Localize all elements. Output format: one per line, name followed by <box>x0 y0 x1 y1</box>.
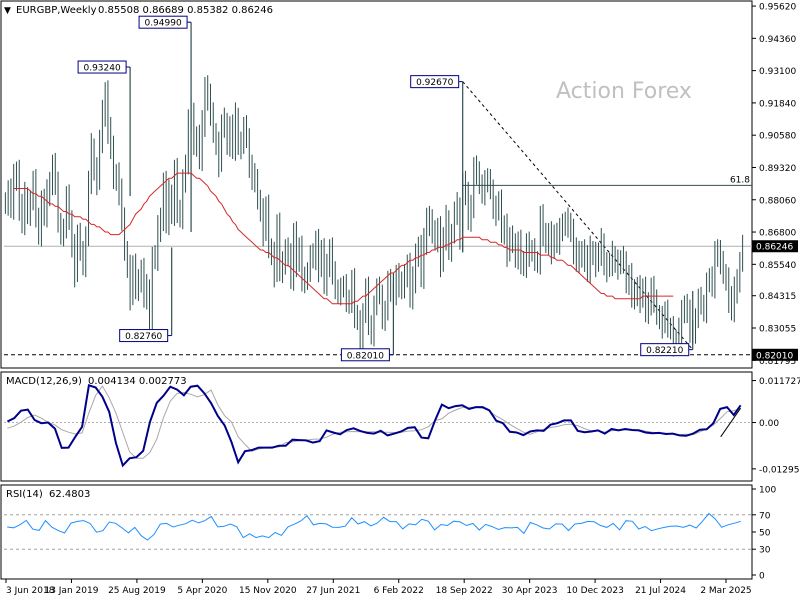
current-price-label: 0.86246 <box>756 243 793 253</box>
price-axis-label: 0.85540 <box>759 261 796 271</box>
x-axis-label: 25 Aug 2019 <box>108 586 166 596</box>
rsi-title: RSI(14) <box>6 489 43 500</box>
macd-trendline <box>720 407 742 438</box>
rsi-header-value: 62.4803 <box>49 489 90 500</box>
x-axis-label: 6 Feb 2022 <box>374 586 424 596</box>
macd-panel-frame <box>0 371 753 482</box>
macd-line <box>6 383 742 468</box>
annotation-label: 0.94990 <box>144 19 181 29</box>
annotation-label: 0.82010 <box>347 351 384 361</box>
rsi-axis-label: 100 <box>759 486 776 496</box>
price-axis-label: 0.84315 <box>759 292 796 302</box>
current-price-tag <box>752 240 798 253</box>
annotation-label: 0.93240 <box>83 64 120 74</box>
watermark: Action Forex <box>556 79 692 104</box>
price-annotations: 0.93240 0.94990 0.82760 0.82010 0.92670 0.822… <box>77 15 693 362</box>
price-axis-label: 0.89320 <box>759 164 796 174</box>
annotation-label: 0.82760 <box>125 332 162 342</box>
x-axis-label: 13 Jan 2019 <box>44 586 98 596</box>
rsi-line <box>7 512 741 541</box>
macd-title: MACD(12,26,9) <box>6 376 82 387</box>
rsi-panel-frame <box>0 484 753 580</box>
moving-average <box>13 172 674 305</box>
macd-axis-label: 0.00 <box>759 419 779 429</box>
price-axis-label: 0.81795 <box>759 357 796 367</box>
price-axis-label: 0.86800 <box>759 229 796 239</box>
support-price-label: 0.82010 <box>756 351 793 361</box>
price-bars <box>4 22 744 357</box>
price-header-ohlc: 0.85508 0.86689 0.85382 0.86246 <box>98 5 273 16</box>
support-price-tag <box>752 348 798 361</box>
price-axis-label: 0.83055 <box>759 325 796 335</box>
rsi-axis-label: 0 <box>759 572 765 582</box>
annotation-box <box>410 75 460 89</box>
macd-axis-label: 0.011727 <box>759 377 800 387</box>
price-axis-label: 0.88060 <box>759 196 796 206</box>
rsi-axis-label: 50 <box>759 529 771 539</box>
annotation-box <box>640 343 690 357</box>
x-axis-label: 2 Mar 2025 <box>700 586 751 596</box>
price-axis-label: 0.93100 <box>759 67 796 77</box>
macd-header-values: 0.004134 0.002773 <box>88 376 187 387</box>
fib-level-label: 61.8 <box>730 175 750 185</box>
annotation-box <box>77 60 127 74</box>
annotation-box <box>119 329 169 343</box>
price-axis-label: 0.91840 <box>759 99 796 109</box>
price-axis: 0.95620 0.94360 0.93100 0.91840 0.90580 0.893… <box>752 3 796 367</box>
price-header-symbol: EURGBP,Weekly <box>16 5 97 16</box>
annotation-box <box>138 15 188 29</box>
price-axis-label: 0.94360 <box>759 35 796 45</box>
x-axis-label: 10 Dec 2023 <box>566 586 624 596</box>
x-axis-label: 21 Jul 2024 <box>635 586 686 596</box>
x-axis-label: 30 Apr 2023 <box>502 586 558 596</box>
price-axis-label: 0.95620 <box>759 3 796 13</box>
annotation-label: 0.92670 <box>416 78 453 88</box>
x-axis-label: 27 Jun 2021 <box>306 586 360 596</box>
collapse-triangle-icon[interactable]: ▼ <box>4 6 11 16</box>
moving-average-line <box>13 172 674 305</box>
x-axis-label: 3 Jun 2018 <box>6 586 55 596</box>
annotation-box <box>340 348 390 362</box>
price-axis-label: 0.90580 <box>759 132 796 142</box>
x-axis-label: 15 Nov 2020 <box>239 586 297 596</box>
annotation-label: 0.82210 <box>646 346 683 356</box>
x-axis-label: 18 Sep 2022 <box>436 586 493 596</box>
rsi-axis-label: 30 <box>759 546 771 556</box>
x-axis-label: 5 Apr 2020 <box>177 586 227 596</box>
rsi-axis-label: 70 <box>759 511 771 521</box>
rsi-plot: 100 70 50 30 0 <box>4 486 776 582</box>
